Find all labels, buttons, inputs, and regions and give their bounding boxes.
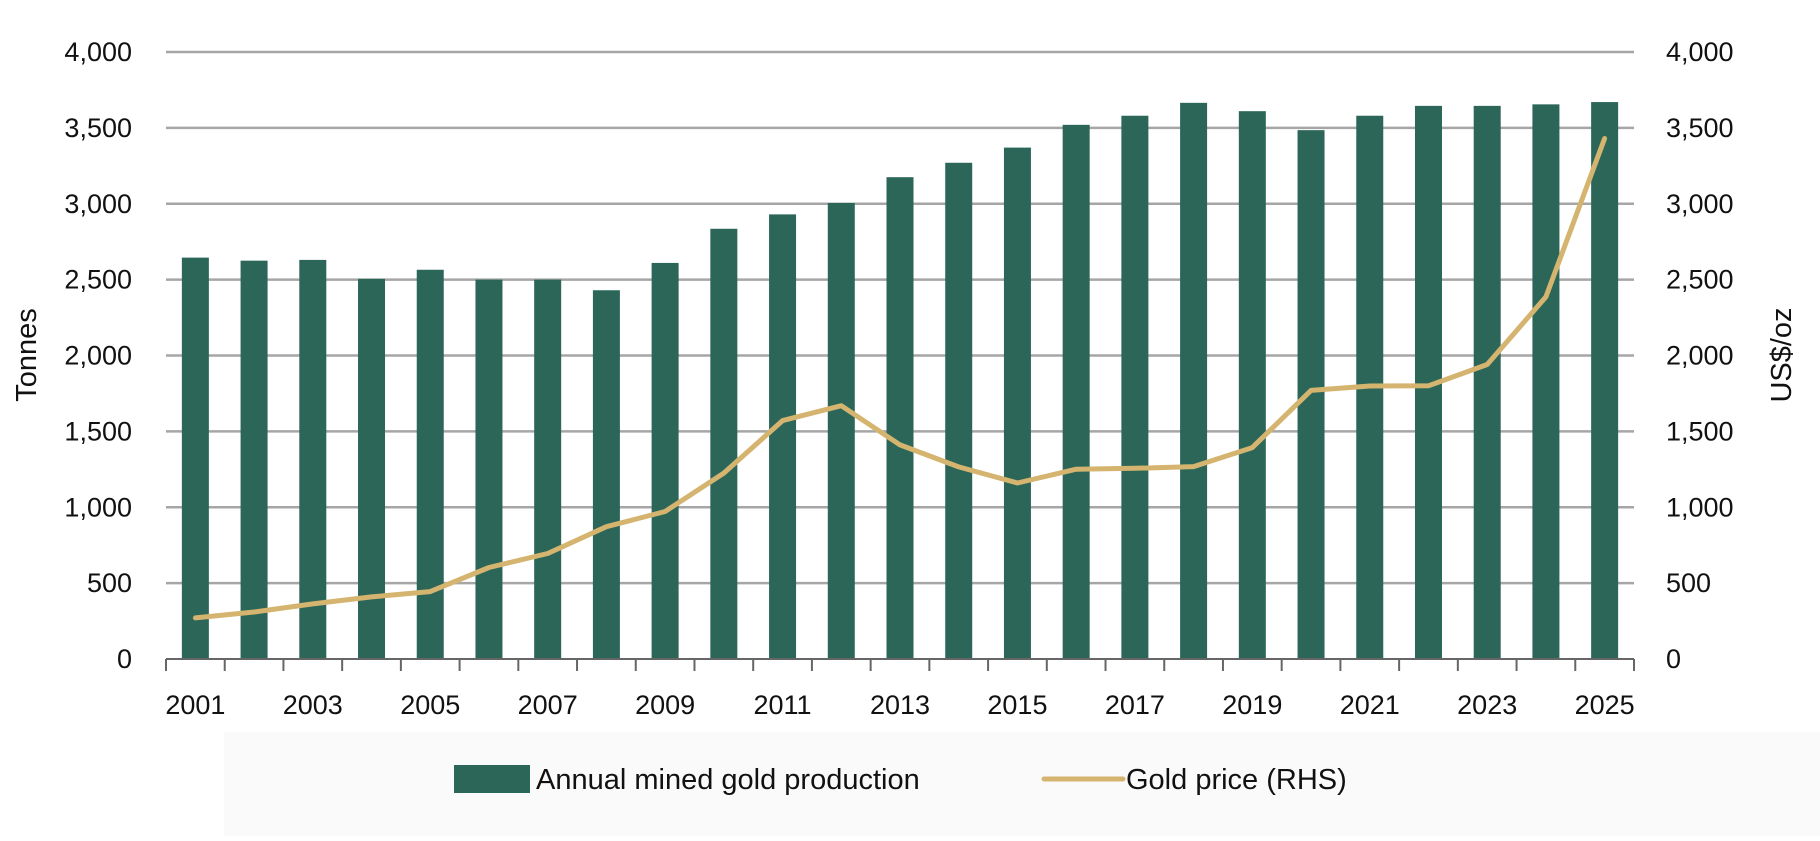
bar-2003: [299, 259, 327, 659]
price-point-2008: [605, 526, 607, 528]
price-point-2004: [371, 596, 373, 598]
price-point-2025: [1604, 137, 1606, 139]
bar-2005: [416, 269, 444, 659]
y2-tick-label: 3,500: [1666, 113, 1734, 143]
x-tick-label: 2001: [165, 690, 225, 720]
bar-2020: [1297, 130, 1325, 659]
price-point-2011: [782, 420, 784, 422]
x-tick-label: 2017: [1105, 690, 1165, 720]
x-tick-label: 2009: [635, 690, 695, 720]
price-point-2002: [253, 611, 255, 613]
bar-2006: [475, 279, 503, 659]
y-tick-label: 0: [117, 644, 132, 674]
bar-2011: [769, 214, 797, 659]
x-tick-label: 2019: [1222, 690, 1282, 720]
y-tick-label: 2,000: [64, 341, 132, 371]
price-point-2003: [312, 603, 314, 605]
bar-2010: [710, 228, 738, 659]
price-point-2016: [1075, 468, 1077, 470]
price-point-2006: [488, 566, 490, 568]
price-point-2012: [840, 405, 842, 407]
price-point-2015: [1016, 482, 1018, 484]
bar-2023: [1473, 105, 1501, 660]
price-point-2013: [899, 444, 901, 446]
bar-2014: [945, 162, 973, 659]
x-tick-label: 2003: [283, 690, 343, 720]
y-tick-label: 1,000: [64, 492, 132, 522]
y2-axis-title: US$/oz: [1766, 307, 1798, 402]
x-tick-label: 2021: [1340, 690, 1400, 720]
y2-tick-label: 500: [1666, 568, 1711, 598]
price-point-2018: [1193, 466, 1195, 468]
y2-tick-label: 1,000: [1666, 492, 1734, 522]
bar-2018: [1180, 102, 1208, 660]
bar-2008: [592, 290, 620, 659]
y2-tick-label: 4,000: [1666, 37, 1734, 67]
legend: Annual mined gold production Gold price …: [454, 764, 1347, 796]
y2-tick-label: 0: [1666, 644, 1681, 674]
bar-2019: [1238, 111, 1266, 660]
price-point-2023: [1486, 363, 1488, 365]
bar-2007: [534, 279, 562, 659]
legend-label-price: Gold price (RHS): [1126, 764, 1347, 796]
bar-2015: [1003, 147, 1031, 660]
price-point-2007: [547, 553, 549, 555]
x-tick-label: 2011: [754, 690, 812, 720]
price-point-2019: [1251, 447, 1253, 449]
y-tick-label: 3,500: [64, 113, 132, 143]
price-point-2009: [664, 510, 666, 512]
price-point-2017: [1134, 467, 1136, 469]
bar-2017: [1121, 115, 1149, 660]
price-point-2020: [1310, 389, 1312, 391]
y-tick-label: 500: [87, 568, 132, 598]
bar-2025: [1591, 102, 1619, 659]
bar-2016: [1062, 124, 1090, 660]
y2-tick-label: 3,000: [1666, 189, 1734, 219]
price-point-2021: [1369, 385, 1371, 387]
bar-2024: [1532, 104, 1560, 659]
y2-tick-label: 1,500: [1666, 416, 1734, 446]
x-tick-label: 2015: [987, 690, 1047, 720]
price-point-2024: [1545, 296, 1547, 298]
bar-2004: [358, 278, 386, 659]
y-tick-label: 1,500: [64, 416, 132, 446]
price-point-2014: [958, 466, 960, 468]
price-point-2010: [723, 472, 725, 474]
y2-tick-label: 2,000: [1666, 341, 1734, 371]
bar-2002: [240, 260, 268, 659]
y-axis-title: Tonnes: [11, 308, 43, 402]
price-point-2001: [194, 617, 196, 619]
bar-2012: [827, 202, 855, 659]
legend-label-production: Annual mined gold production: [536, 764, 920, 796]
bar-2009: [651, 262, 679, 659]
legend-swatch-production: [454, 765, 530, 793]
y-tick-label: 4,000: [64, 37, 132, 67]
price-point-2005: [429, 591, 431, 593]
y-tick-label: 2,500: [64, 265, 132, 295]
x-tick-label: 2023: [1457, 690, 1517, 720]
bar-2013: [886, 177, 914, 659]
y-tick-label: 3,000: [64, 189, 132, 219]
y2-tick-label: 2,500: [1666, 265, 1734, 295]
x-tick-label: 2013: [870, 690, 930, 720]
price-point-2022: [1427, 385, 1429, 387]
bar-2001: [181, 257, 209, 659]
x-tick-label: 2025: [1575, 690, 1635, 720]
x-tick-label: 2005: [400, 690, 460, 720]
x-tick-label: 2007: [518, 690, 578, 720]
